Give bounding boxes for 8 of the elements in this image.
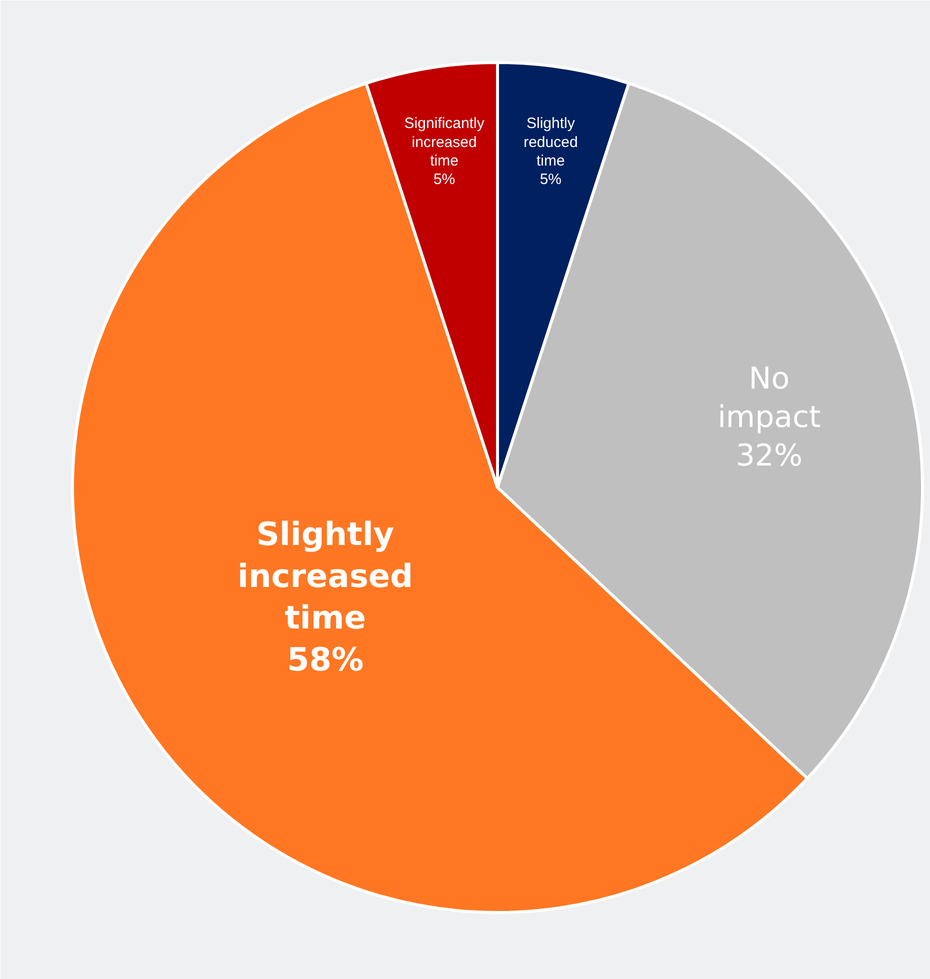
slice-label: No impact <box>718 362 822 436</box>
data-label: 5% <box>540 171 562 188</box>
slice-label: Slightly increased time <box>238 515 413 637</box>
slice-label: Significantly increased time <box>404 115 485 170</box>
slice-label: Slightly reduced time <box>524 115 578 170</box>
data-label: 5% <box>433 171 456 188</box>
data-label: 32% <box>736 438 803 474</box>
data-label: 58% <box>286 640 364 679</box>
